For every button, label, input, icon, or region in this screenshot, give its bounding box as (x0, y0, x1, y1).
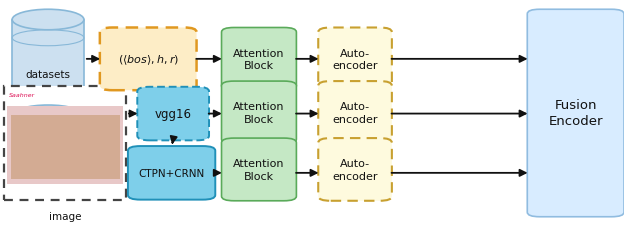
Bar (7, 107, 123, 184)
Ellipse shape (12, 10, 84, 31)
FancyBboxPatch shape (222, 28, 296, 91)
FancyBboxPatch shape (222, 138, 296, 201)
Bar (4, 86, 126, 200)
Ellipse shape (12, 106, 84, 126)
Text: Attention
Block: Attention Block (233, 48, 285, 71)
FancyBboxPatch shape (137, 87, 209, 141)
Text: datasets: datasets (26, 70, 71, 80)
Text: Auto-
encoder: Auto- encoder (333, 48, 378, 71)
FancyBboxPatch shape (100, 28, 197, 91)
Text: CTPN+CRNN: CTPN+CRNN (139, 168, 205, 178)
Text: $(\langle bos\rangle, h, r)$: $(\langle bos\rangle, h, r)$ (117, 53, 179, 66)
FancyBboxPatch shape (128, 146, 215, 200)
Bar (12, 20, 84, 116)
Text: Attention
Block: Attention Block (233, 102, 285, 124)
Text: Fusion
Encoder: Fusion Encoder (548, 99, 603, 128)
Text: Auto-
encoder: Auto- encoder (333, 158, 378, 181)
Text: vgg16: vgg16 (155, 108, 192, 121)
FancyBboxPatch shape (222, 82, 296, 144)
Text: Saahner: Saahner (9, 93, 36, 98)
FancyBboxPatch shape (527, 10, 624, 217)
Text: Auto-
encoder: Auto- encoder (333, 102, 378, 124)
Text: Attention
Block: Attention Block (233, 158, 285, 181)
FancyBboxPatch shape (318, 138, 392, 201)
Text: image: image (49, 211, 82, 221)
FancyBboxPatch shape (318, 82, 392, 144)
Bar (11, 116, 120, 179)
FancyBboxPatch shape (318, 28, 392, 91)
